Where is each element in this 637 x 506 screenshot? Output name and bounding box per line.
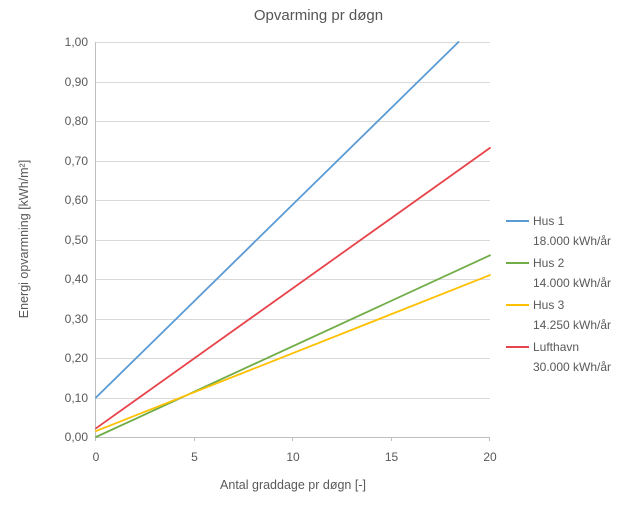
legend-item-hus-1: Hus 1 18.000 kWh/år <box>506 211 636 252</box>
y-tick-label: 0,80 <box>64 114 88 128</box>
x-tick-label: 5 <box>191 450 198 464</box>
legend-series-annual-value: 18.000 kWh/år <box>533 234 612 248</box>
y-tick-label: 0,90 <box>64 74 88 89</box>
legend-item-lufthavn: Lufthavn 30.000 kWh/år <box>506 337 636 378</box>
legend-line-swatch <box>506 346 529 348</box>
legend-series-name: Hus 1 <box>533 214 565 228</box>
y-tick-label: 1,00 <box>64 35 88 49</box>
legend-series-annual-value: 30.000 kWh/år <box>533 360 612 374</box>
legend-series-name: Hus 3 <box>533 298 565 312</box>
y-axis-title: Energi opvarmning [kWh/m²] <box>17 159 31 319</box>
series-line-hus-1 <box>95 41 460 399</box>
y-tick-label: 0,60 <box>64 193 88 207</box>
x-tick-label: 20 <box>483 450 497 464</box>
legend-series-name: Lufthavn <box>533 340 580 354</box>
series-line-hus-2 <box>95 254 491 438</box>
legend-item-hus-2: Hus 2 14.000 kWh/år <box>506 253 636 294</box>
y-tick-label: 0,10 <box>64 390 88 405</box>
legend-line-swatch <box>506 220 529 222</box>
x-tick-label: 0 <box>92 450 100 464</box>
legend-series-annual-value: 14.250 kWh/år <box>533 318 612 332</box>
y-tick-label: 0,70 <box>64 153 88 168</box>
x-axis-title: Antal graddage pr døgn [-] <box>220 478 366 492</box>
y-tick-label: 0,40 <box>64 272 88 286</box>
legend: Hus 1 18.000 kWh/år Hus 2 14.000 kWh/år Hus … <box>506 211 636 379</box>
series-line-hus-3 <box>95 274 491 433</box>
chart-title: Opvarming pr døgn <box>253 7 384 24</box>
x-tick-label: 15 <box>384 450 399 464</box>
y-tick-label: 0,20 <box>64 351 88 365</box>
legend-series-annual-value: 14.000 kWh/år <box>533 276 612 290</box>
legend-series-name: Hus 2 <box>533 256 565 270</box>
y-tick-label: 0,30 <box>64 311 88 326</box>
y-tick-label: 0,00 <box>64 430 88 444</box>
legend-line-swatch <box>506 262 529 264</box>
legend-item-hus-3: Hus 3 14.250 kWh/år <box>506 295 636 336</box>
series-line-lufthavn <box>95 146 491 430</box>
y-tick-label: 0,50 <box>64 232 88 247</box>
legend-line-swatch <box>506 304 529 306</box>
x-tick-label: 10 <box>286 450 300 464</box>
